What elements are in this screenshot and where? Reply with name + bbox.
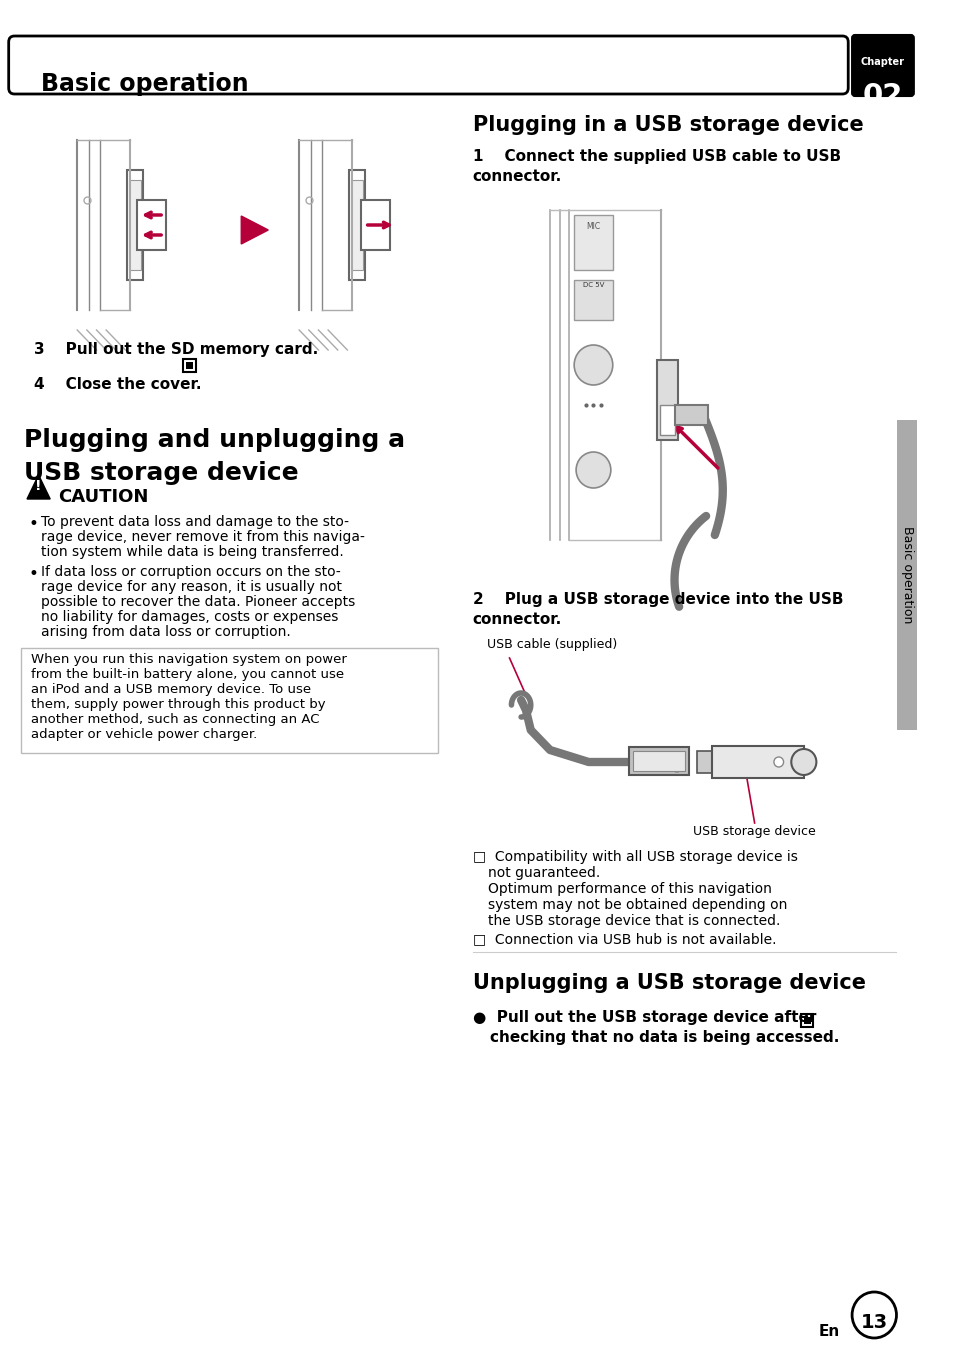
Bar — [360, 200, 390, 250]
Circle shape — [851, 1293, 896, 1338]
Text: 1    Connect the supplied USB cable to USB: 1 Connect the supplied USB cable to USB — [473, 149, 841, 164]
Bar — [696, 750, 714, 773]
Text: ●  Pull out the USB storage device after: ● Pull out the USB storage device after — [473, 1010, 816, 1025]
Text: Optimum performance of this navigation: Optimum performance of this navigation — [488, 882, 771, 896]
Text: To prevent data loss and damage to the sto-: To prevent data loss and damage to the s… — [41, 515, 349, 529]
Bar — [21, 648, 437, 753]
Bar — [674, 406, 707, 425]
Text: adapter or vehicle power charger.: adapter or vehicle power charger. — [30, 727, 257, 741]
Circle shape — [574, 345, 612, 385]
Text: DC 5V: DC 5V — [582, 283, 603, 288]
Text: MIC: MIC — [586, 222, 599, 231]
Text: 3    Pull out the SD memory card.: 3 Pull out the SD memory card. — [33, 342, 317, 357]
Text: not guaranteed.: not guaranteed. — [488, 867, 599, 880]
Circle shape — [773, 757, 782, 767]
Text: Chapter: Chapter — [860, 57, 904, 68]
Text: En: En — [818, 1324, 839, 1338]
FancyBboxPatch shape — [9, 37, 847, 95]
Text: □  Compatibility with all USB storage device is: □ Compatibility with all USB storage dev… — [473, 850, 797, 864]
Bar — [659, 406, 675, 435]
Text: 13: 13 — [860, 1313, 887, 1332]
Text: Plugging in a USB storage device: Plugging in a USB storage device — [473, 115, 862, 135]
Bar — [803, 1017, 810, 1023]
Text: Basic operation: Basic operation — [40, 72, 248, 96]
Bar — [897, 420, 916, 730]
Text: them, supply power through this product by: them, supply power through this product … — [30, 698, 325, 711]
Polygon shape — [27, 475, 51, 499]
Text: !: ! — [35, 479, 42, 493]
Bar — [130, 180, 141, 270]
Circle shape — [790, 749, 816, 775]
Bar — [183, 360, 195, 372]
Text: Basic operation: Basic operation — [900, 526, 913, 623]
Text: from the built-in battery alone, you cannot use: from the built-in battery alone, you can… — [30, 668, 344, 681]
Text: 2    Plug a USB storage device into the USB: 2 Plug a USB storage device into the USB — [473, 592, 842, 607]
Text: Plugging and unplugging a: Plugging and unplugging a — [24, 429, 405, 452]
Bar — [657, 360, 678, 439]
Bar — [349, 170, 364, 280]
Bar — [801, 1014, 813, 1028]
Text: USB storage device: USB storage device — [693, 825, 815, 838]
Text: connector.: connector. — [473, 169, 561, 184]
Polygon shape — [241, 216, 268, 243]
Bar — [629, 748, 688, 775]
Text: 4    Close the cover.: 4 Close the cover. — [33, 377, 201, 392]
Text: rage device for any reason, it is usually not: rage device for any reason, it is usuall… — [41, 580, 342, 594]
Bar — [186, 362, 193, 369]
Text: no liability for damages, costs or expenses: no liability for damages, costs or expen… — [41, 610, 338, 625]
Bar — [633, 750, 684, 771]
Text: system may not be obtained depending on: system may not be obtained depending on — [488, 898, 787, 913]
Text: When you run this navigation system on power: When you run this navigation system on p… — [30, 653, 346, 667]
Text: another method, such as connecting an AC: another method, such as connecting an AC — [30, 713, 319, 726]
Text: possible to recover the data. Pioneer accepts: possible to recover the data. Pioneer ac… — [41, 595, 355, 608]
Text: Unplugging a USB storage device: Unplugging a USB storage device — [473, 973, 865, 992]
Text: USB: USB — [675, 758, 680, 772]
Bar — [128, 170, 143, 280]
Bar — [712, 746, 803, 777]
Bar — [574, 280, 612, 320]
Text: the USB storage device that is connected.: the USB storage device that is connected… — [488, 914, 780, 927]
Text: connector.: connector. — [473, 612, 561, 627]
Text: rage device, never remove it from this naviga-: rage device, never remove it from this n… — [41, 530, 365, 544]
Text: an iPod and a USB memory device. To use: an iPod and a USB memory device. To use — [30, 683, 311, 696]
FancyBboxPatch shape — [851, 35, 913, 96]
Circle shape — [576, 452, 610, 488]
Bar — [574, 215, 612, 270]
Bar — [351, 180, 362, 270]
Text: •: • — [29, 565, 39, 583]
Text: USB storage device: USB storage device — [24, 461, 298, 485]
Text: □  Connection via USB hub is not available.: □ Connection via USB hub is not availabl… — [473, 932, 776, 946]
Text: If data loss or corruption occurs on the sto-: If data loss or corruption occurs on the… — [41, 565, 341, 579]
Text: 02: 02 — [862, 82, 902, 110]
Bar — [137, 200, 166, 250]
Text: tion system while data is being transferred.: tion system while data is being transfer… — [41, 545, 344, 558]
Text: •: • — [29, 515, 39, 533]
Text: USB cable (supplied): USB cable (supplied) — [487, 638, 617, 652]
Text: CAUTION: CAUTION — [58, 488, 148, 506]
Text: checking that no data is being accessed.: checking that no data is being accessed. — [490, 1030, 839, 1045]
Text: arising from data loss or corruption.: arising from data loss or corruption. — [41, 625, 291, 639]
